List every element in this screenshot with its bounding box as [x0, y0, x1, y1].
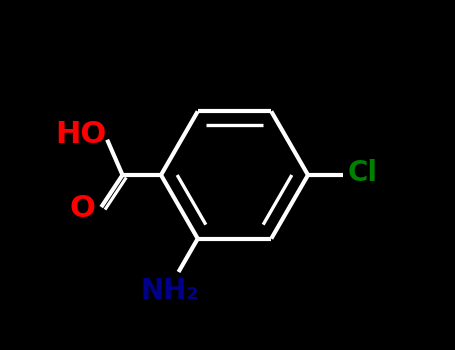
Text: O: O [69, 194, 95, 223]
Text: NH₂: NH₂ [141, 277, 199, 305]
Text: Cl: Cl [347, 159, 377, 187]
Text: HO: HO [55, 120, 106, 149]
